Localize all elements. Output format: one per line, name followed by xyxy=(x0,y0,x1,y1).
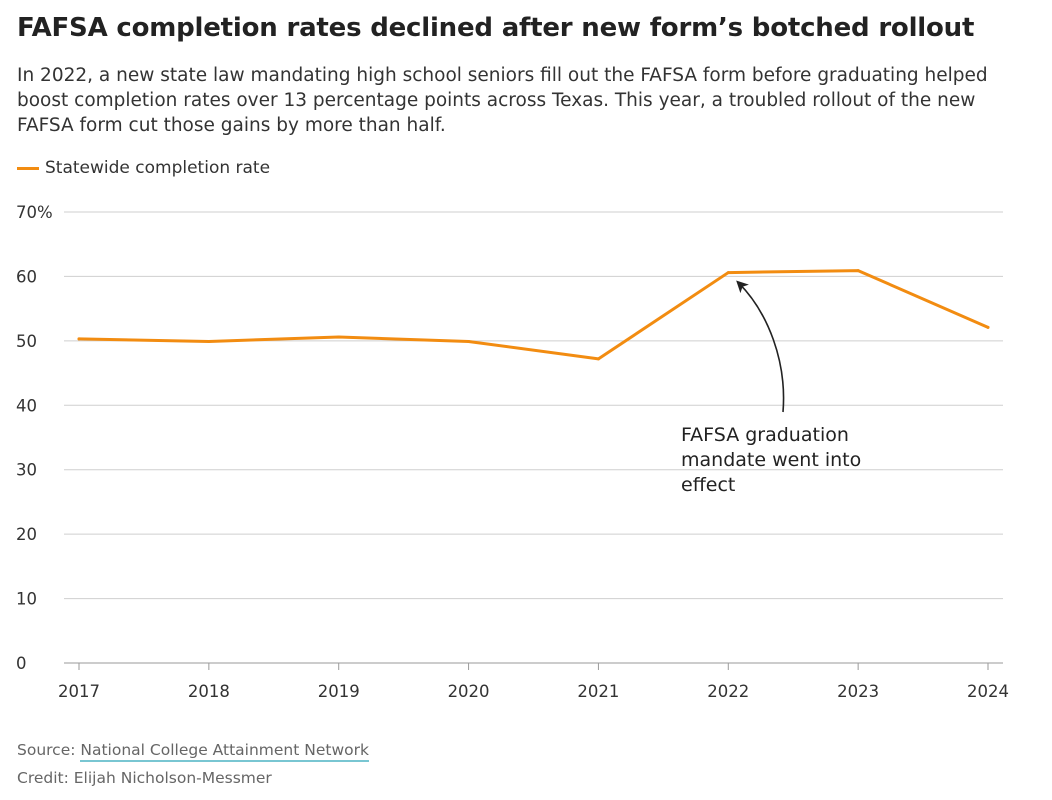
annotation-line-3: effect xyxy=(681,474,735,496)
y-tick-label-0: 0 xyxy=(16,654,27,673)
annotation-arrow xyxy=(736,280,785,413)
data-point-2021 xyxy=(596,357,600,361)
source-note: Source: National College Attainment Netw… xyxy=(17,741,369,762)
x-tick-label-2020: 2020 xyxy=(448,682,490,701)
legend-swatch-statewide xyxy=(17,166,39,170)
x-tick-label-2019: 2019 xyxy=(318,682,360,701)
y-tick-label-30: 30 xyxy=(16,461,37,480)
source-link[interactable]: National College Attainment Network xyxy=(80,741,369,762)
y-tick-label-20: 20 xyxy=(16,525,37,544)
x-tick-label-2022: 2022 xyxy=(707,682,749,701)
chart-legend: Statewide completion rate xyxy=(17,158,270,178)
annotation-text: FAFSA graduation mandate went into effect xyxy=(681,424,861,496)
data-point-2022 xyxy=(726,271,730,275)
series-line-statewide xyxy=(77,269,990,361)
data-point-2024 xyxy=(986,325,990,329)
y-tick-label-40: 40 xyxy=(16,396,37,415)
chart-subtitle: In 2022, a new state law mandating high … xyxy=(17,65,988,136)
data-point-2023 xyxy=(856,269,860,273)
x-tick-label-2017: 2017 xyxy=(58,682,100,701)
x-tick-label-2023: 2023 xyxy=(837,682,879,701)
x-tick-label-2024: 2024 xyxy=(967,682,1009,701)
y-tick-label-70: 70% xyxy=(16,203,53,222)
gridlines xyxy=(64,211,1003,664)
annotation-line-1: FAFSA graduation xyxy=(681,424,849,446)
annotations: FAFSA graduation mandate went into effect xyxy=(681,280,861,496)
source-prefix: Source: xyxy=(17,741,81,759)
axes: 0 10 20 30 40 50 60 70% 2017 2018 2019 2020 2021 2022… xyxy=(16,203,1009,701)
y-tick-label-60: 60 xyxy=(16,267,37,286)
y-tick-label-10: 10 xyxy=(16,590,37,609)
annotation-line-2: mandate went into xyxy=(681,449,861,471)
y-tick-label-50: 50 xyxy=(16,332,37,351)
data-point-2018 xyxy=(207,340,211,344)
legend-label-statewide: Statewide completion rate xyxy=(45,158,271,178)
series xyxy=(77,269,990,361)
line-chart: 0 10 20 30 40 50 60 70% 2017 2018 2019 2020 2021 2022… xyxy=(16,203,1009,701)
x-tick-label-2018: 2018 xyxy=(188,682,230,701)
data-point-2019 xyxy=(337,335,341,339)
data-point-2020 xyxy=(467,340,471,344)
credit-note: Credit: Elijah Nicholson-Messmer xyxy=(17,769,272,787)
chart-title: FAFSA completion rates declined after ne… xyxy=(17,13,975,43)
data-point-2017 xyxy=(77,337,81,341)
x-tick-label-2021: 2021 xyxy=(577,682,619,701)
